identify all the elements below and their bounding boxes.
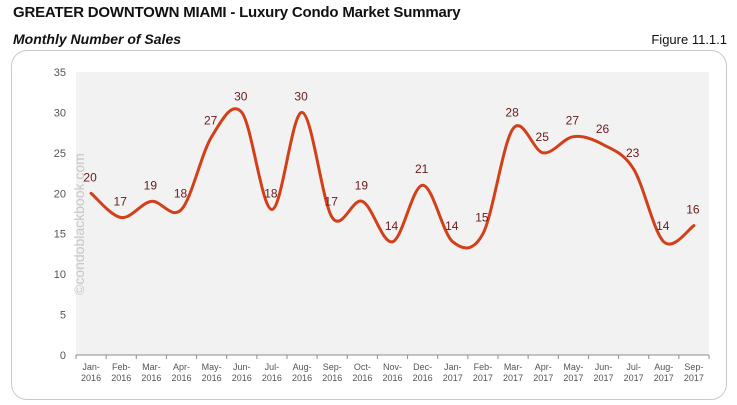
x-tick-label: Jun-2017 — [593, 362, 613, 383]
y-tick-label: 20 — [54, 188, 66, 200]
x-tick-label: Jul-2016 — [262, 362, 282, 383]
data-label: 19 — [144, 178, 158, 192]
data-label: 18 — [174, 186, 188, 200]
x-tick-label: Feb-2016 — [111, 362, 131, 383]
x-tick-label: Jul-2017 — [624, 362, 644, 383]
data-label: 28 — [505, 106, 519, 120]
x-tick-label: Jan-2016 — [81, 362, 101, 383]
x-tick-label: Mar-2017 — [503, 362, 523, 383]
data-label: 17 — [114, 195, 128, 209]
plot-area — [76, 72, 709, 355]
x-tick-label: Apr-2017 — [533, 362, 553, 383]
data-label: 19 — [355, 178, 369, 192]
y-tick-label: 0 — [60, 350, 66, 362]
y-tick-label: 35 — [54, 67, 66, 79]
data-label: 23 — [626, 146, 640, 160]
x-tick-label: Feb-2017 — [473, 362, 493, 383]
data-label: 18 — [264, 186, 278, 200]
sales-line — [89, 107, 696, 250]
data-label: 17 — [325, 195, 339, 209]
data-label: 25 — [536, 130, 550, 144]
report-title: GREATER DOWNTOWN MIAMI - Luxury Condo Ma… — [13, 4, 461, 21]
x-tick-label: May-2017 — [563, 362, 583, 383]
data-label: 15 — [475, 211, 489, 225]
data-label: 27 — [204, 114, 218, 128]
chart-subtitle: Monthly Number of Sales — [13, 31, 182, 47]
data-label: 16 — [686, 203, 700, 217]
data-label: 27 — [566, 114, 580, 128]
x-tick-label: Nov-2016 — [382, 362, 402, 383]
y-tick-label: 15 — [54, 229, 66, 241]
data-label: 26 — [596, 122, 610, 136]
x-tick-label: Aug-2016 — [292, 362, 312, 383]
y-tick-label: 25 — [54, 148, 66, 160]
data-label: 30 — [234, 89, 248, 103]
data-label: 14 — [385, 219, 399, 233]
x-tick-label: Aug-2017 — [654, 362, 674, 383]
figure-number: Figure 11.1.1 — [651, 32, 727, 47]
y-tick-label: 30 — [54, 107, 66, 119]
data-label: 14 — [656, 219, 670, 233]
x-tick-label: Sep-2017 — [684, 362, 704, 383]
x-tick-label: Jun-2016 — [232, 362, 252, 383]
x-tick-label: Sep-2016 — [322, 362, 342, 383]
data-label: 21 — [415, 162, 429, 176]
x-tick-label: Oct-2016 — [352, 362, 372, 383]
x-tick-label: May-2016 — [202, 362, 222, 383]
watermark: ©condoblackbook.com — [71, 153, 87, 295]
x-tick-label: Mar-2016 — [141, 362, 161, 383]
data-label: 14 — [445, 219, 459, 233]
y-tick-label: 5 — [60, 310, 66, 322]
x-tick-label: Jan-2017 — [443, 362, 463, 383]
data-label: 20 — [83, 170, 97, 184]
y-tick-label: 10 — [54, 269, 66, 281]
data-label: 30 — [294, 89, 308, 103]
x-tick-label: Apr-2016 — [171, 362, 191, 383]
x-tick-label: Dec-2016 — [413, 362, 433, 383]
